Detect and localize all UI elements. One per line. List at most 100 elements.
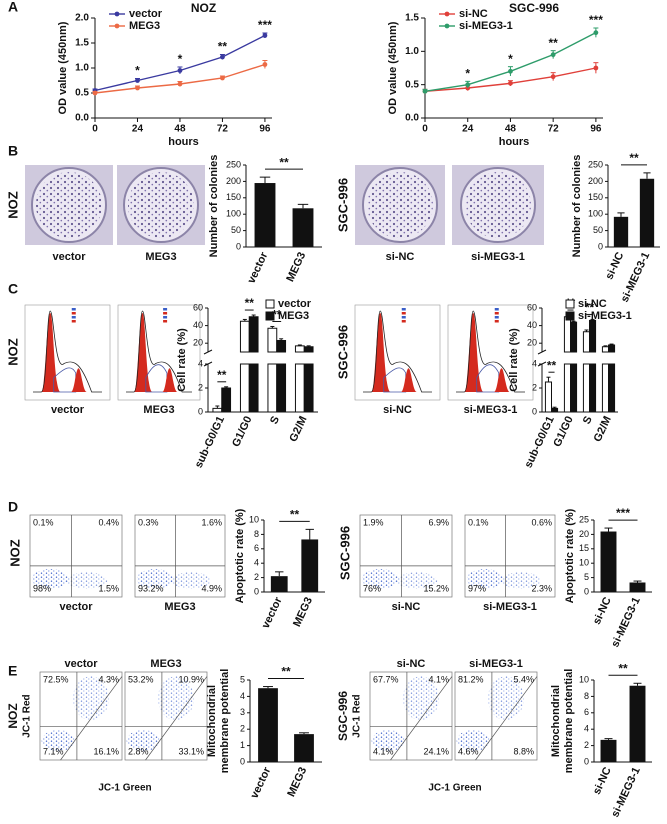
x-tick-label: vector [249,765,274,801]
gate-line [145,676,208,761]
significance: *** [258,18,272,32]
legend-label: MEG3 [278,310,309,322]
quadrant-percent: 0.6% [531,517,552,527]
y-tick-label: 4 [198,358,203,368]
y-tick-label: 4 [584,724,589,734]
y-tick-label: 60 [193,302,203,312]
histogram-legend-key [71,308,76,311]
bar [601,346,609,413]
y-tick-label: 2.0 [75,13,89,24]
legend-label: vector [129,8,163,20]
histogram-s-phase [53,367,77,393]
plot-label: vector [59,601,93,613]
legend-label: si-MEG3-1 [578,310,632,322]
colonies [128,172,194,238]
quadrant-percent: 1.5% [98,583,119,593]
legend-key [265,299,275,309]
significance: ** [629,151,639,165]
y-tick-label: 15 [579,543,589,553]
bar [551,407,559,413]
histogram-legend-key [401,316,406,319]
data-point [593,65,599,71]
panel-letter: B [8,143,18,159]
y-axis-label: Mitochondrial [550,685,562,757]
significance: * [465,67,470,81]
gate-line [390,676,453,761]
quadrant-percent: 4.3% [98,674,119,684]
quadrant-percent: 15.2% [423,583,449,593]
y-tick-label: 10 [579,674,589,684]
y-tick-label: 250 [226,159,241,169]
significance: ** [290,508,300,522]
histogram-legend-key [71,316,76,319]
y-axis-label: Cell rate (%) [176,328,188,392]
legend-key [265,311,275,321]
significance: ** [279,155,289,169]
panel-letter: D [8,499,18,515]
x-tick-label: 0 [422,124,428,135]
y-tick-label: 0 [236,241,241,251]
x-tick-label: 48 [174,124,186,135]
histogram-g1-peak [371,313,391,392]
histogram-legend-key [494,312,499,315]
significance: ** [585,301,595,315]
plot-label: MEG3 [164,601,195,613]
y-axis-label: OD value (450nm) [57,21,69,114]
event-cloud [361,569,399,589]
y-tick-label: 5 [240,674,245,684]
legend-label: MEG3 [129,20,160,32]
quadrant-percent: 4.6% [458,746,479,756]
bar [600,739,617,762]
plot-label: MEG3 [150,658,181,670]
y-tick-label: 60 [527,302,537,312]
chart-title: NOZ [191,1,216,15]
event-cloud [396,572,438,589]
plot-label: si-MEG3-1 [469,658,523,670]
y-tick-label: 0 [598,241,603,251]
legend-marker [114,23,120,29]
histogram-legend-key [401,312,406,315]
bar [292,208,314,247]
x-tick-label: 24 [462,124,474,135]
cell-line-label: NOZ [6,703,20,728]
y-axis-label: membrane potential [563,669,575,774]
histogram-legend-key [401,320,406,323]
plot-label: si-NC [392,601,421,613]
event-cloud [157,676,194,721]
bar [563,316,571,413]
y-tick-label: 2 [584,740,589,750]
y-tick-label: 40 [527,320,537,330]
histogram-g1-peak [133,313,153,392]
significance: * [135,64,140,78]
y-tick-label: 50 [231,225,241,235]
x-tick-label: G2/M [592,414,614,443]
significance: *** [616,506,630,520]
bar [270,576,288,592]
histogram-legend-key [71,320,76,323]
y-tick-label: 2 [240,724,245,734]
axis-label: JC-1 Green [98,783,151,794]
histogram-legend-key [163,320,168,323]
quadrant-percent: 2.8% [128,746,149,756]
quadrant-percent: 4.9% [201,583,222,593]
data-point [135,85,140,91]
x-tick-label: MEG3 [285,765,309,798]
colonies [367,172,433,238]
event-cloud [72,676,109,721]
bar [254,183,276,247]
y-tick-label: 40 [193,320,203,330]
x-tick-label: G1/G0 [230,414,255,448]
colonies [36,172,102,238]
x-tick-label: S [581,414,595,426]
bar [608,344,616,413]
y-axis-label: Apoptotic rate (%) [234,508,246,603]
y-axis-label: Mitochondrial [206,685,218,757]
significance: * [178,52,183,66]
histogram-outline [363,310,432,393]
y-tick-label: 5 [584,572,589,582]
histogram-legend-key [163,308,168,311]
x-tick-label: 0 [92,124,98,135]
y-axis-label: Cell rate (%) [508,328,520,392]
y-axis-label: membrane potential [219,669,231,774]
x-tick-label: MEG3 [291,595,315,628]
